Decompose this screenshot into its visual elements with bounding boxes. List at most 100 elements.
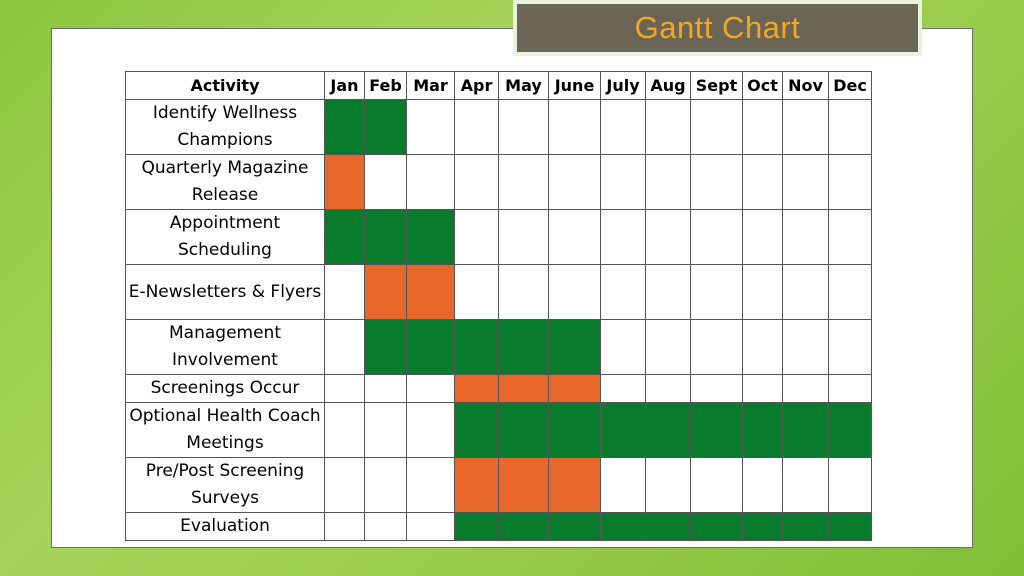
gantt-empty-cell: [645, 319, 691, 375]
activity-label: Pre/Post Screening Surveys: [125, 457, 325, 513]
slide-title: Gantt Chart: [634, 10, 801, 45]
gantt-empty-cell: [690, 264, 743, 320]
gantt-empty-cell: [690, 209, 743, 265]
gantt-bar-cell-orange: [548, 457, 601, 513]
gantt-bar-cell-orange: [498, 374, 549, 403]
activity-label: Identify Wellness Champions: [125, 99, 325, 155]
gantt-empty-cell: [364, 512, 407, 541]
gantt-empty-cell: [498, 154, 549, 210]
gantt-empty-cell: [690, 457, 743, 513]
gantt-bar-cell-green: [364, 319, 407, 375]
gantt-empty-cell: [600, 374, 646, 403]
header-activity: Activity: [125, 71, 325, 100]
gantt-empty-cell: [498, 99, 549, 155]
title-box: Gantt Chart: [513, 0, 922, 56]
gantt-empty-cell: [645, 154, 691, 210]
gantt-empty-cell: [548, 99, 601, 155]
gantt-empty-cell: [600, 154, 646, 210]
gantt-bar-cell-green: [742, 402, 783, 458]
gantt-bar-cell-green: [406, 209, 455, 265]
gantt-bar-cell-green: [645, 402, 691, 458]
activity-label: Screenings Occur: [125, 374, 325, 403]
gantt-bar-cell-green: [324, 99, 365, 155]
gantt-empty-cell: [548, 264, 601, 320]
gantt-bar-cell-green: [645, 512, 691, 541]
gantt-empty-cell: [782, 457, 829, 513]
gantt-bar-cell-orange: [548, 374, 601, 403]
gantt-bar-cell-orange: [454, 374, 499, 403]
gantt-empty-cell: [782, 374, 829, 403]
header-month-aug: Aug: [645, 71, 691, 100]
gantt-bar-cell-green: [498, 319, 549, 375]
gantt-empty-cell: [364, 402, 407, 458]
activity-label: Management Involvement: [125, 319, 325, 375]
gantt-bar-cell-green: [828, 402, 872, 458]
header-month-jan: Jan: [324, 71, 365, 100]
gantt-empty-cell: [690, 154, 743, 210]
gantt-empty-cell: [406, 99, 455, 155]
gantt-bar-cell-orange: [324, 154, 365, 210]
gantt-empty-cell: [742, 374, 783, 403]
gantt-bar-cell-green: [782, 402, 829, 458]
gantt-empty-cell: [828, 209, 872, 265]
gantt-empty-cell: [742, 457, 783, 513]
gantt-empty-cell: [406, 512, 455, 541]
gantt-bar-cell-green: [498, 512, 549, 541]
table-row: Optional Health Coach Meetings: [125, 402, 872, 458]
gantt-bar-cell-orange: [406, 264, 455, 320]
gantt-empty-cell: [645, 99, 691, 155]
gantt-empty-cell: [406, 457, 455, 513]
gantt-empty-cell: [742, 209, 783, 265]
gantt-empty-cell: [364, 374, 407, 403]
gantt-empty-cell: [742, 264, 783, 320]
gantt-empty-cell: [600, 264, 646, 320]
gantt-empty-cell: [828, 319, 872, 375]
activity-label: Optional Health Coach Meetings: [125, 402, 325, 458]
gantt-bar-cell-green: [742, 512, 783, 541]
header-month-june: June: [548, 71, 601, 100]
activity-label: Evaluation: [125, 512, 325, 541]
gantt-empty-cell: [324, 457, 365, 513]
table-row: Management Involvement: [125, 319, 872, 375]
header-month-sept: Sept: [690, 71, 743, 100]
gantt-bar-cell-green: [690, 402, 743, 458]
gantt-empty-cell: [690, 374, 743, 403]
gantt-empty-cell: [828, 154, 872, 210]
table-row: Screenings Occur: [125, 374, 872, 403]
gantt-bar-cell-green: [454, 402, 499, 458]
gantt-bar-cell-green: [828, 512, 872, 541]
gantt-bar-cell-green: [548, 512, 601, 541]
gantt-bar-cell-orange: [454, 457, 499, 513]
gantt-empty-cell: [324, 402, 365, 458]
gantt-empty-cell: [782, 154, 829, 210]
gantt-empty-cell: [454, 209, 499, 265]
gantt-empty-cell: [498, 209, 549, 265]
gantt-empty-cell: [324, 319, 365, 375]
header-month-oct: Oct: [742, 71, 783, 100]
gantt-empty-cell: [742, 99, 783, 155]
gantt-empty-cell: [645, 264, 691, 320]
gantt-empty-cell: [454, 99, 499, 155]
gantt-empty-cell: [782, 99, 829, 155]
gantt-empty-cell: [548, 154, 601, 210]
gantt-bar-cell-green: [690, 512, 743, 541]
gantt-bar-cell-green: [600, 512, 646, 541]
gantt-bar-cell-green: [498, 402, 549, 458]
gantt-empty-cell: [828, 457, 872, 513]
activity-label: E-Newsletters & Flyers: [125, 264, 325, 320]
table-row: Identify Wellness Champions: [125, 99, 872, 155]
table-row: Evaluation: [125, 512, 872, 541]
gantt-empty-cell: [782, 264, 829, 320]
gantt-bar-cell-green: [406, 319, 455, 375]
gantt-empty-cell: [782, 209, 829, 265]
gantt-empty-cell: [364, 457, 407, 513]
gantt-empty-cell: [742, 319, 783, 375]
gantt-empty-cell: [742, 154, 783, 210]
gantt-empty-cell: [454, 154, 499, 210]
gantt-table: Activity Jan Feb Mar Apr May June July Aug Sept Oc…: [125, 71, 872, 541]
header-row: Activity Jan Feb Mar Apr May June July Aug Sept Oc…: [125, 71, 872, 100]
gantt-empty-cell: [324, 374, 365, 403]
gantt-empty-cell: [454, 264, 499, 320]
header-month-may: May: [498, 71, 549, 100]
gantt-bar-cell-green: [548, 319, 601, 375]
